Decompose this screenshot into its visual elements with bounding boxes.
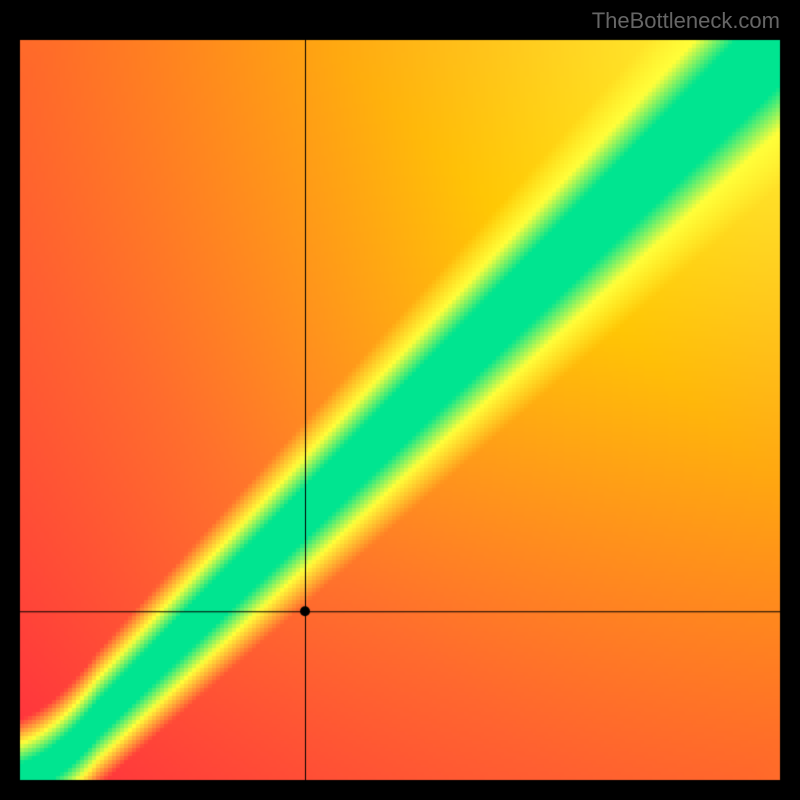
watermark-text: TheBottleneck.com bbox=[592, 8, 780, 34]
chart-container: TheBottleneck.com bbox=[0, 0, 800, 800]
bottleneck-heatmap bbox=[0, 0, 800, 800]
